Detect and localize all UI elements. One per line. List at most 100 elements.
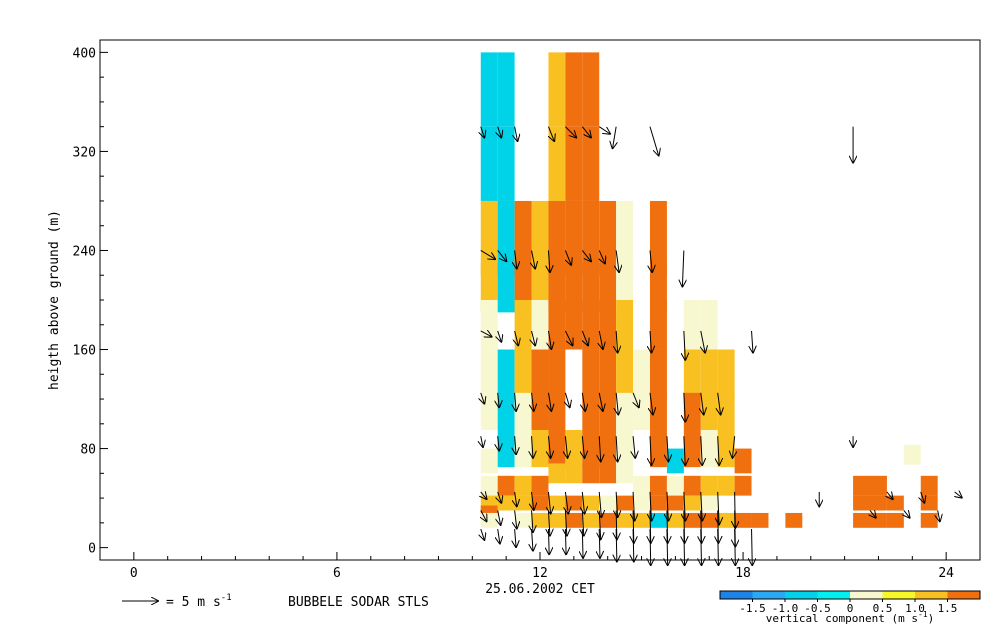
heatmap-cell bbox=[531, 200, 549, 276]
wind-vector bbox=[498, 126, 502, 138]
y-axis-title: heigth above ground (m) bbox=[47, 210, 62, 390]
heatmap-cell bbox=[480, 349, 498, 400]
wind-vector bbox=[887, 492, 893, 499]
heatmap-cell bbox=[480, 126, 498, 201]
wind-vector bbox=[633, 529, 634, 561]
heatmap-cell bbox=[480, 475, 498, 496]
wind-vector bbox=[701, 436, 702, 465]
wind-vector bbox=[548, 392, 551, 411]
wind-vector bbox=[616, 330, 617, 353]
heatmap-cell bbox=[582, 300, 600, 350]
heatmap-cell bbox=[599, 430, 617, 468]
heatmap-cell bbox=[870, 512, 887, 528]
heatmap-cell bbox=[683, 495, 701, 511]
heatmap-cell bbox=[717, 392, 735, 430]
wind-vector bbox=[532, 330, 536, 345]
colorbar-title: vertical component (m s-1) bbox=[766, 610, 935, 625]
heatmap-cell bbox=[531, 392, 549, 430]
heatmap-cell bbox=[616, 512, 634, 528]
heatmap-cell bbox=[853, 475, 870, 496]
heatmap-cell bbox=[514, 200, 532, 276]
colorbar-segment bbox=[720, 591, 753, 599]
heatmap-cell bbox=[700, 475, 718, 496]
heatmap-cell bbox=[497, 495, 515, 511]
heatmap-cell bbox=[700, 300, 718, 350]
reference-arrow-label: = 5 m s-1 bbox=[166, 593, 232, 610]
y-tick-label: 0 bbox=[88, 542, 96, 557]
heatmap-cell bbox=[531, 495, 549, 511]
wind-vector bbox=[684, 491, 685, 521]
wind-vector bbox=[582, 491, 584, 514]
wind-vector bbox=[532, 510, 533, 532]
wind-vector bbox=[599, 510, 600, 539]
wind-vector bbox=[481, 492, 487, 499]
heatmap-cell bbox=[531, 512, 549, 528]
wind-vector bbox=[718, 436, 719, 465]
y-tick-label: 320 bbox=[73, 145, 96, 160]
wind-vector bbox=[565, 126, 576, 138]
heatmap-cell bbox=[633, 349, 650, 400]
heatmap-cell bbox=[548, 52, 566, 127]
y-tick-label: 240 bbox=[73, 244, 96, 259]
heatmap-cell bbox=[683, 392, 701, 430]
x-tick-label: 18 bbox=[735, 566, 751, 581]
heatmap-cell bbox=[565, 430, 583, 468]
heatmap-cell bbox=[531, 349, 549, 400]
heatmap-cells bbox=[480, 52, 938, 528]
heatmap-cell bbox=[548, 392, 566, 430]
x-tick-label: 6 bbox=[333, 566, 341, 581]
heatmap-cell bbox=[870, 495, 887, 511]
wind-vector bbox=[667, 529, 668, 565]
wind-vector bbox=[565, 436, 567, 458]
heatmap-cell bbox=[683, 349, 701, 400]
heatmap-cell bbox=[920, 512, 938, 528]
wind-vector bbox=[481, 392, 485, 404]
wind-vector bbox=[599, 491, 601, 517]
wind-vector bbox=[732, 436, 734, 458]
heatmap-cell bbox=[650, 392, 667, 430]
wind-vector bbox=[701, 392, 704, 415]
wind-vector bbox=[701, 529, 702, 565]
heatmap-cell bbox=[599, 463, 617, 484]
heatmap-cell bbox=[548, 300, 566, 350]
wind-vector bbox=[548, 491, 550, 514]
heatmap-cell bbox=[717, 430, 735, 468]
wind-vector bbox=[582, 436, 584, 458]
wind-vector bbox=[498, 436, 499, 450]
wind-vector bbox=[633, 491, 634, 521]
heatmap-cell bbox=[582, 512, 600, 528]
y-tick-label: 80 bbox=[80, 443, 96, 458]
colorbar-tick-label: -1.0 bbox=[772, 602, 799, 615]
wind-vector bbox=[582, 510, 583, 535]
wind-vector bbox=[498, 392, 499, 407]
heatmap-cell bbox=[599, 392, 617, 430]
colorbar-segment bbox=[785, 591, 818, 599]
heatmap-cell bbox=[514, 349, 532, 400]
wind-vector bbox=[480, 331, 492, 337]
heatmap-cell bbox=[548, 495, 566, 511]
wind-vector bbox=[480, 250, 495, 259]
heatmap-cell bbox=[734, 475, 752, 496]
colorbar-segment bbox=[817, 591, 850, 599]
heatmap-cell bbox=[599, 495, 617, 511]
x-axis-title: 25.06.2002 CET bbox=[485, 582, 595, 597]
heatmap-cell bbox=[683, 430, 701, 468]
heatmap-cell bbox=[548, 512, 566, 528]
wind-vector bbox=[599, 529, 600, 558]
heatmap-cell bbox=[582, 463, 600, 484]
heatmap-cell bbox=[633, 475, 650, 496]
wind-vector bbox=[532, 491, 534, 510]
heatmap-cell bbox=[514, 392, 532, 430]
heatmap-cell bbox=[717, 512, 735, 528]
heatmap-cell bbox=[480, 52, 498, 127]
heatmap-cell bbox=[616, 392, 634, 430]
wind-vector bbox=[616, 436, 617, 461]
heatmap-cell bbox=[514, 430, 532, 468]
heatmap-cell bbox=[616, 349, 634, 400]
wind-vector bbox=[515, 126, 518, 141]
heatmap-cell bbox=[751, 512, 769, 528]
heatmap-cell bbox=[650, 512, 667, 528]
heatmap-cell bbox=[548, 463, 566, 484]
station-label: BUBBELE SODAR STLS bbox=[288, 595, 429, 610]
heatmap-cell bbox=[565, 52, 583, 127]
